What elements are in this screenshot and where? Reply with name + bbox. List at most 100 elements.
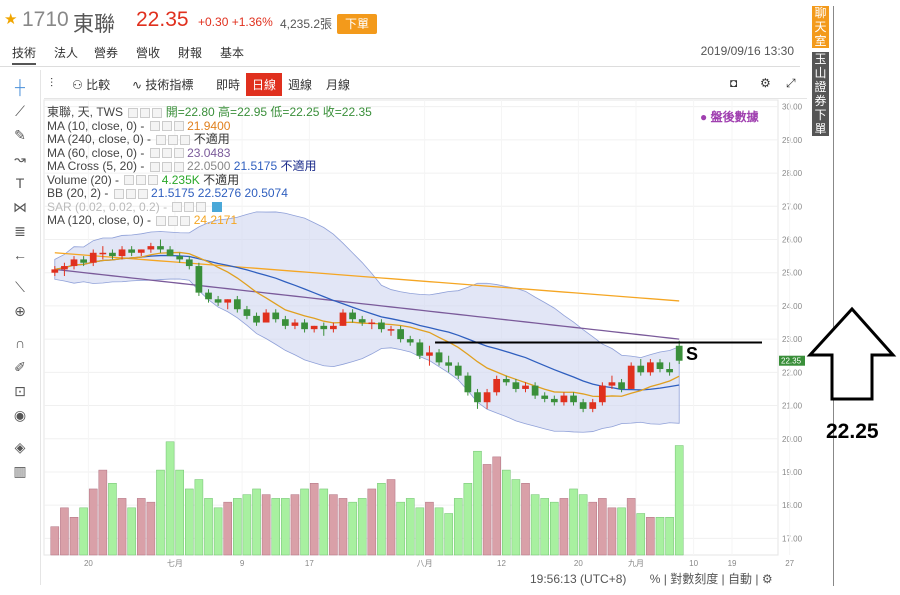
legend-label: MA (240, close, 0) bbox=[47, 132, 144, 146]
volume-bar bbox=[309, 483, 319, 556]
text-tool-icon[interactable]: T bbox=[15, 175, 25, 191]
tab-revenue[interactable]: 營收 bbox=[136, 46, 161, 60]
weekly-button[interactable]: 週線 bbox=[288, 78, 313, 92]
ruler-icon[interactable]: ⟍ bbox=[15, 279, 25, 295]
candle-body bbox=[61, 266, 68, 270]
legend-label: MA (120, close, 0) bbox=[47, 213, 144, 227]
tab-technical[interactable]: 技術 bbox=[12, 44, 37, 65]
favorite-star-icon[interactable]: ★ bbox=[4, 11, 18, 28]
volume-bar bbox=[60, 507, 69, 556]
x-tick-label: 20 bbox=[84, 559, 93, 568]
candle-style-icon[interactable]: ⫶ bbox=[50, 76, 54, 90]
candle-body bbox=[675, 345, 683, 361]
candle-body bbox=[330, 325, 337, 330]
x-tick-label: 九月 bbox=[628, 559, 644, 568]
x-tick-label: 27 bbox=[785, 559, 794, 568]
candle-body bbox=[464, 375, 472, 393]
volume-bar bbox=[434, 507, 444, 556]
tab-financials[interactable]: 財報 bbox=[178, 46, 203, 60]
candle-body bbox=[656, 362, 664, 370]
legend-value: 不適用 bbox=[193, 132, 230, 146]
auto-scale-toggle[interactable]: 自動 bbox=[728, 572, 753, 586]
candle-body bbox=[291, 322, 299, 326]
y-tick-label: 22.00 bbox=[782, 368, 803, 377]
candle-body bbox=[224, 299, 232, 303]
settings-gear-icon[interactable]: ⚙ bbox=[760, 76, 771, 90]
brush-icon[interactable]: ✎ bbox=[14, 127, 26, 143]
broker-order-button[interactable]: 玉山證券下單 bbox=[812, 52, 829, 136]
trash-icon[interactable]: ▥ bbox=[13, 463, 27, 479]
candle-body bbox=[301, 322, 308, 330]
volume-bar bbox=[550, 501, 559, 556]
after-hours-text: 盤後數據 bbox=[710, 110, 759, 124]
layers-icon[interactable]: ◈ bbox=[14, 439, 26, 455]
volume-bar bbox=[79, 507, 88, 556]
candle-body bbox=[502, 378, 510, 383]
candle-body bbox=[627, 365, 635, 389]
legend-row-macross: MA Cross (5, 20) - 22.0500 21.5175 不適用 bbox=[47, 159, 317, 173]
legend-row-ma60: MA (60, close, 0) - 23.0483 bbox=[47, 145, 231, 160]
volume-bar bbox=[281, 498, 290, 556]
candle-body bbox=[493, 378, 501, 393]
lock-icon[interactable]: ⊡ bbox=[14, 383, 26, 399]
ma20-line bbox=[54, 254, 680, 391]
curve-icon[interactable]: ↝ bbox=[14, 151, 26, 167]
volume-bar bbox=[463, 483, 473, 556]
candle-body bbox=[128, 249, 136, 253]
footer-settings-icon[interactable]: ⚙ bbox=[761, 572, 773, 586]
fullscreen-icon[interactable]: ⤢ bbox=[786, 76, 796, 90]
volume-bar bbox=[540, 498, 549, 556]
tab-basic[interactable]: 基本 bbox=[220, 46, 245, 60]
candle-body bbox=[589, 402, 597, 409]
candle-body bbox=[570, 395, 577, 403]
y-tick-label: 29.00 bbox=[782, 136, 803, 145]
candle-body bbox=[608, 382, 616, 386]
candle-body bbox=[339, 312, 347, 326]
tab-margin[interactable]: 營券 bbox=[94, 46, 119, 60]
trendline-icon[interactable]: ⟋ bbox=[15, 103, 25, 119]
tab-institutional[interactable]: 法人 bbox=[54, 46, 79, 60]
volume-bar bbox=[636, 513, 646, 556]
volume-bar bbox=[357, 498, 367, 556]
compare-button[interactable]: ⚇ 比較 bbox=[72, 76, 110, 93]
eye-icon[interactable]: ◉ bbox=[13, 407, 27, 423]
x-tick-label: 八月 bbox=[417, 559, 433, 568]
after-hours-label[interactable]: ● 盤後數據 bbox=[700, 110, 759, 124]
legend-value: 24.2171 bbox=[193, 213, 238, 227]
y-tick-label: 27.00 bbox=[782, 202, 803, 211]
candle-body bbox=[445, 362, 453, 366]
volume-bar bbox=[194, 479, 204, 556]
quote-header: ★ 1710 東聯 22.35 +0.30 +1.36% 4,235.2張 下單 bbox=[0, 0, 800, 40]
candle-body bbox=[118, 249, 126, 257]
x-tick-label: 12 bbox=[497, 559, 506, 568]
legend-value: 22.5276 bbox=[197, 186, 242, 200]
quote-datetime: 2019/09/16 13:30 bbox=[700, 44, 794, 58]
intraday-button[interactable]: 即時 bbox=[216, 78, 241, 92]
order-button[interactable]: 下單 bbox=[337, 14, 377, 34]
monthly-button[interactable]: 月線 bbox=[326, 78, 351, 92]
fibonacci-icon[interactable]: ≣ bbox=[14, 223, 26, 239]
ma10-line bbox=[54, 251, 680, 398]
pattern-icon[interactable]: ⋈ bbox=[13, 199, 27, 215]
legend-label: MA Cross (5, 20) bbox=[47, 159, 138, 173]
percent-toggle[interactable]: % bbox=[649, 572, 661, 586]
daily-button[interactable]: 日線 bbox=[246, 73, 283, 96]
chatroom-button[interactable]: 聊天室 bbox=[812, 6, 829, 48]
volume-bar bbox=[242, 494, 252, 556]
legend-row-bb: BB (20, 2) - 21.5175 22.5276 20.5074 bbox=[47, 186, 288, 200]
pencil-lock-icon[interactable]: ✐ bbox=[14, 359, 26, 375]
magnet-icon[interactable]: ∩ bbox=[14, 335, 26, 351]
ma60-line bbox=[54, 268, 680, 340]
camera-icon[interactable]: ◘ bbox=[730, 76, 738, 90]
indicators-button[interactable]: ∿ 技術指標 bbox=[132, 76, 193, 93]
zoom-in-icon[interactable]: ⊕ bbox=[14, 303, 26, 319]
log-scale-toggle[interactable]: 對數刻度 bbox=[670, 572, 719, 586]
volume-bar bbox=[252, 488, 261, 556]
back-arrow-icon[interactable]: ← bbox=[13, 247, 27, 263]
crosshair-icon[interactable]: ┼ bbox=[15, 79, 25, 95]
candle-body bbox=[147, 246, 155, 250]
volume-bar bbox=[386, 479, 396, 556]
volume-bar bbox=[185, 488, 194, 556]
indicator-legend: 東聯, 天, TWS 開=22.80 高=22.95 低=22.25 收=22.… bbox=[47, 105, 372, 228]
